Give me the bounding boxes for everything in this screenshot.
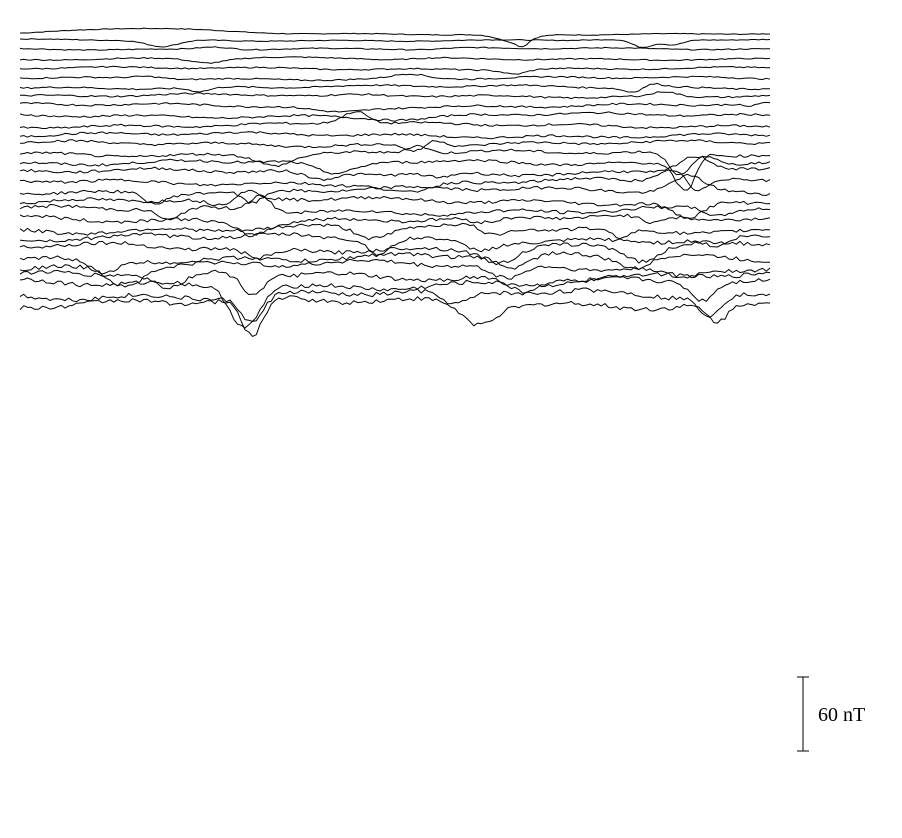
trace-27	[19, 269, 771, 295]
trace-11	[19, 111, 771, 129]
trace-14	[19, 144, 771, 176]
trace-21	[19, 213, 771, 236]
trace-group	[19, 27, 771, 337]
trace-29	[19, 287, 771, 322]
trace-3	[19, 46, 771, 51]
trace-20	[19, 194, 771, 221]
trace-8	[19, 91, 771, 100]
trace-10	[19, 111, 771, 122]
trace-18	[19, 173, 771, 205]
trace-28	[19, 276, 771, 329]
trace-13	[19, 139, 771, 153]
trace-22	[19, 222, 771, 241]
trace-6	[19, 73, 771, 82]
trace-19	[19, 189, 771, 219]
trace-4	[19, 56, 771, 64]
trace-30	[19, 295, 771, 337]
trace-9	[19, 101, 771, 113]
scale-bar: 60 nT	[797, 676, 865, 752]
trace-25	[19, 251, 771, 275]
trace-7	[19, 82, 771, 93]
trace-1	[19, 27, 771, 48]
trace-2	[19, 38, 771, 48]
trace-5	[19, 65, 770, 75]
trace-15	[19, 156, 771, 191]
trace-16	[19, 156, 771, 181]
trace-23	[19, 232, 771, 256]
trace-24	[19, 240, 771, 266]
trace-17	[19, 169, 771, 193]
trace-12	[19, 131, 771, 140]
scale-bar-label: 60 nT	[818, 704, 865, 726]
trace-26	[19, 258, 771, 288]
